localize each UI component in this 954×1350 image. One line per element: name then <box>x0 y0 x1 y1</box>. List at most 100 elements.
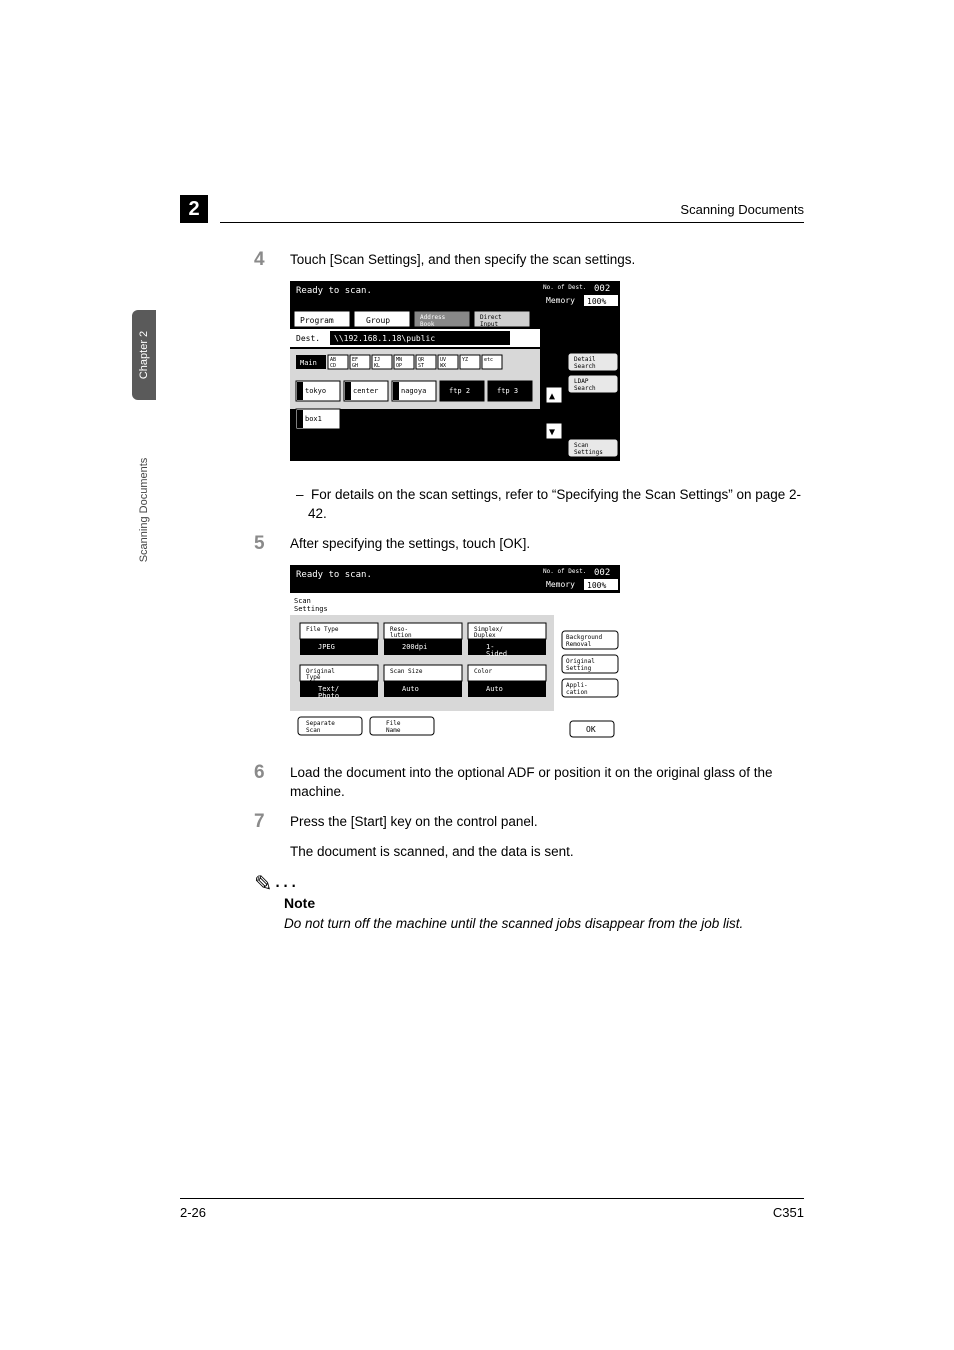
svg-text:Settings: Settings <box>574 449 603 456</box>
p1-tab-program[interactable]: Program <box>294 311 350 327</box>
step-7-number: 7 <box>254 812 272 861</box>
p1-entry-nagoya[interactable]: nagoya <box>392 381 436 401</box>
step-5-number: 5 <box>254 534 272 555</box>
p1-index-5[interactable]: UVWX <box>438 355 458 369</box>
p1-entry-ftp 3[interactable]: ftp 3 <box>488 381 532 401</box>
svg-text:Sided: Sided <box>486 650 507 658</box>
p2-ok-button[interactable]: OK <box>570 721 614 737</box>
p1-ldap-search[interactable]: LDAP Search <box>568 375 618 393</box>
svg-text:Address: Address <box>420 314 446 321</box>
p1-index-main[interactable]: Main <box>296 355 326 369</box>
svg-text:Detail: Detail <box>574 356 596 363</box>
p1-tab-group[interactable]: Group <box>354 311 410 327</box>
footer-model: C351 <box>773 1205 804 1220</box>
p2-title1: Scan <box>294 597 311 605</box>
p2-file-name[interactable]: File Name <box>370 717 434 735</box>
p2-application[interactable]: Appli- cation <box>562 679 618 697</box>
svg-text:LDAP: LDAP <box>574 378 589 385</box>
p2-status: Ready to scan. <box>296 570 372 580</box>
content: 4 Touch [Scan Settings], and then specif… <box>254 250 804 934</box>
step-4-text: Touch [Scan Settings], and then specify … <box>290 250 804 271</box>
svg-text:Search: Search <box>574 363 596 370</box>
svg-text:ftp 3: ftp 3 <box>497 387 518 395</box>
p1-dest-value: \\192.168.1.18\public <box>334 334 435 343</box>
p1-dest-label: No. of Dest. <box>543 284 586 291</box>
svg-text:Setting: Setting <box>566 665 592 672</box>
chapter-badge: 2 <box>180 195 208 223</box>
svg-text:tokyo: tokyo <box>305 387 326 395</box>
p1-tab-address-book[interactable]: Address Book <box>414 311 470 328</box>
p2-separate-scan[interactable]: Separate Scan <box>298 717 362 735</box>
svg-text:CD: CD <box>330 363 336 369</box>
p2-cell-5[interactable]: ColorAuto <box>468 665 546 697</box>
p1-index-6[interactable]: YZ <box>460 355 480 369</box>
svg-text:Direct: Direct <box>480 314 502 321</box>
step-7-text2: The document is scanned, and the data is… <box>290 842 804 862</box>
p1-entry-ftp 2[interactable]: ftp 2 <box>440 381 484 401</box>
p2-title2: Settings <box>294 605 328 613</box>
side-tab: Chapter 2 Scanning Documents <box>132 310 156 610</box>
p1-index-1[interactable]: EFGH <box>350 355 370 369</box>
p1-tab-direct-input[interactable]: Direct Input <box>474 311 530 328</box>
svg-text:Type: Type <box>306 674 321 681</box>
p2-dest-label: No. of Dest. <box>543 568 586 575</box>
p1-status: Ready to scan. <box>296 286 372 296</box>
p1-index-0[interactable]: ABCD <box>328 355 348 369</box>
p1-index-7[interactable]: etc <box>482 355 502 369</box>
svg-text:YZ: YZ <box>462 357 468 363</box>
svg-text:File: File <box>386 720 401 727</box>
p2-background-removal[interactable]: Background Removal <box>562 631 618 649</box>
svg-text:ftp 2: ftp 2 <box>449 387 470 395</box>
p1-scan-settings[interactable]: Scan Settings <box>568 439 618 457</box>
step-5-text: After specifying the settings, touch [OK… <box>290 534 804 555</box>
section-tab-label: Scanning Documents <box>138 458 150 563</box>
note: ✎... Note Do not turn off the machine un… <box>254 871 804 934</box>
step-6-number: 6 <box>254 763 272 802</box>
p1-memory-label: Memory <box>546 296 575 305</box>
step-5: 5 After specifying the settings, touch [… <box>254 534 804 555</box>
p2-memory-value: 100% <box>587 581 606 590</box>
p2-cell-0[interactable]: File Type JPEG <box>300 623 378 655</box>
p1-entry-tokyo[interactable]: tokyo <box>296 381 340 401</box>
svg-text:Search: Search <box>574 385 596 392</box>
p2-cell-3[interactable]: OriginalTypeText/Photo <box>300 665 378 700</box>
p1-entry-center[interactable]: center <box>344 381 388 401</box>
svg-text:JPEG: JPEG <box>318 643 335 651</box>
page-footer: 2-26 C351 <box>180 1198 804 1220</box>
svg-text:Program: Program <box>300 316 334 325</box>
svg-text:Auto: Auto <box>402 685 419 693</box>
chapter-tab: Chapter 2 <box>132 310 156 400</box>
step-7: 7 Press the [Start] key on the control p… <box>254 812 804 861</box>
svg-text:Book: Book <box>420 321 435 328</box>
svg-text:Photo: Photo <box>318 692 339 700</box>
svg-text:Group: Group <box>366 316 390 325</box>
svg-text:File Type: File Type <box>306 626 339 633</box>
p2-cell-4[interactable]: Scan Size Auto <box>384 665 462 697</box>
p1-dest-label-field: Dest. <box>296 334 320 343</box>
svg-text:OP: OP <box>396 363 402 369</box>
step-4-sub: – For details on the scan settings, refe… <box>254 479 804 524</box>
step-6: 6 Load the document into the optional AD… <box>254 763 804 802</box>
p1-detail-search[interactable]: Detail Search <box>568 353 618 371</box>
footer-page: 2-26 <box>180 1205 206 1220</box>
section-tab: Scanning Documents <box>132 420 156 600</box>
step-4: 4 Touch [Scan Settings], and then specif… <box>254 250 804 271</box>
header-rule <box>220 222 804 223</box>
svg-text:Duplex: Duplex <box>474 632 496 639</box>
svg-text:OK: OK <box>586 725 596 734</box>
svg-text:Original: Original <box>566 658 595 665</box>
chapter-tab-label: Chapter 2 <box>138 331 150 379</box>
p1-index-3[interactable]: MNOP <box>394 355 414 369</box>
svg-text:cation: cation <box>566 689 588 696</box>
svg-text:etc: etc <box>484 357 493 363</box>
p1-dest-count: 002 <box>594 284 610 294</box>
p2-original-setting[interactable]: Original Setting <box>562 655 618 673</box>
p2-cell-1[interactable]: Reso-lution200dpi <box>384 623 462 655</box>
svg-text:WX: WX <box>440 363 446 369</box>
svg-text:Name: Name <box>386 727 401 734</box>
page-title: Scanning Documents <box>680 202 804 217</box>
p2-cell-2[interactable]: Simplex/Duplex1-Sided <box>468 623 546 658</box>
p1-index-4[interactable]: QRST <box>416 355 436 369</box>
p1-index-2[interactable]: IJKL <box>372 355 392 369</box>
svg-text:Scan Size: Scan Size <box>390 668 423 675</box>
